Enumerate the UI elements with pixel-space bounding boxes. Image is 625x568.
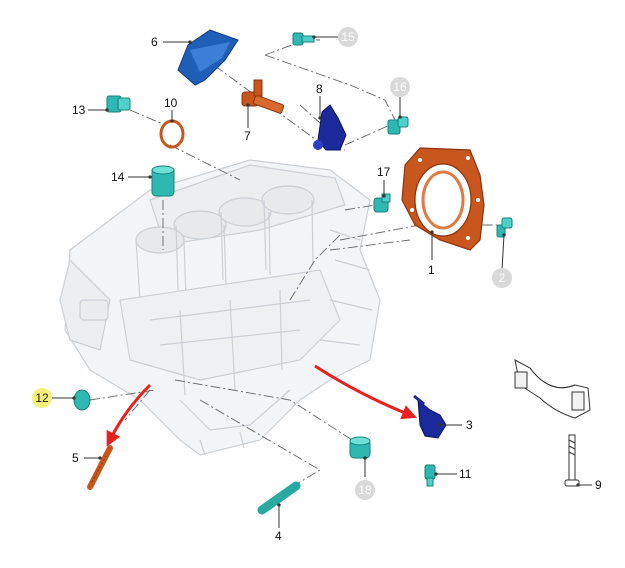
callout-16: 16 — [393, 80, 407, 94]
part-9-bearing-cap — [514, 359, 591, 419]
part-13-plug-teal — [106, 95, 131, 113]
callout-17: 17 — [377, 165, 391, 179]
callout-10: 10 — [164, 96, 178, 110]
callout-badge-12 — [32, 388, 52, 408]
part-7-bracket-orange — [241, 79, 285, 114]
part-4-dowel-teal — [257, 481, 301, 515]
part-17-fitting-teal — [373, 193, 391, 213]
callout-9: 9 — [595, 478, 602, 492]
part-5-stud-orange — [87, 445, 113, 490]
arrow-to-sensor-3 — [314, 364, 417, 420]
part-15-bolt-teal — [292, 32, 315, 46]
callout-badge-2 — [492, 268, 512, 288]
callout-12: 12 — [35, 391, 49, 405]
engine-block — [59, 159, 381, 456]
part-12-plug-teal — [73, 389, 91, 411]
callout-5: 5 — [72, 451, 79, 465]
part-10-oring-orange — [159, 119, 185, 149]
callout-7: 7 — [244, 129, 251, 143]
part-3-sensor-navy — [413, 394, 447, 439]
part-11-bolt-teal — [424, 464, 436, 487]
callout-leaders — [52, 35, 592, 528]
red-direction-arrows — [106, 364, 417, 447]
callout-3: 3 — [466, 418, 473, 432]
callout-1: 1 — [428, 263, 435, 277]
callout-13: 13 — [72, 103, 86, 117]
callout-8: 8 — [316, 82, 323, 96]
callout-6: 6 — [151, 35, 158, 49]
callout-18: 18 — [358, 483, 372, 497]
callout-2: 2 — [499, 271, 506, 285]
part-9-cap-bolt — [564, 434, 580, 487]
callout-badge-15 — [338, 27, 358, 47]
part-1-seal-housing-orange — [401, 147, 485, 251]
callout-4: 4 — [275, 529, 282, 543]
part-14-sleeve-teal — [151, 165, 175, 197]
callout-badge-16 — [390, 77, 410, 97]
callout-14: 14 — [111, 170, 125, 184]
part-6-cover-blue — [177, 29, 239, 86]
arrow-to-stud-5 — [106, 383, 152, 447]
callout-15: 15 — [341, 30, 355, 44]
part-8-sensor-navy — [313, 104, 347, 151]
part-2-bolt-teal — [496, 217, 513, 238]
callout-11: 11 — [459, 467, 472, 481]
callout-labels: 1 2 3 4 5 6 7 8 9 10 11 12 13 14 15 16 — [32, 27, 602, 543]
part-16-fitting-teal — [387, 116, 409, 135]
callout-badge-18 — [355, 480, 375, 500]
part-18-sleeve-teal — [349, 436, 371, 459]
